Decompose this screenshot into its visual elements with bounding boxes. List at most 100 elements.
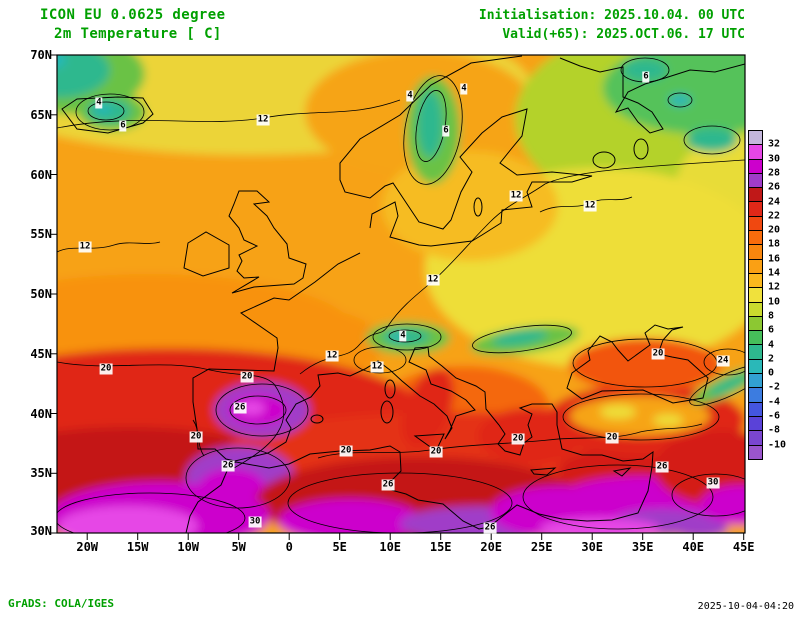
contour-label: 4	[399, 330, 407, 342]
lat-tick-label: 70N	[30, 48, 52, 62]
lat-tick-label: 45N	[30, 346, 52, 361]
colorbar-tick-label: 32	[768, 138, 781, 150]
contour-label: 6	[642, 71, 650, 83]
colorbar-tick-label: 26	[768, 181, 781, 193]
colorbar-segment	[749, 402, 762, 417]
contour-label: 20	[605, 432, 619, 444]
lon-tick-label: 20E	[480, 540, 503, 554]
contour-label: 4	[95, 97, 103, 109]
model-title: ICON EU 0.0625 degree	[40, 7, 226, 23]
lat-tick-label: 60N	[30, 167, 52, 182]
grads-credit: GrADS: COLA/IGES	[8, 597, 114, 610]
colorbar-segment	[749, 145, 762, 160]
contour-label: 26	[381, 479, 395, 491]
contour-label: 12	[325, 350, 339, 362]
colorbar-tick-label: -6	[768, 410, 781, 422]
lon-tick-label: 35E	[631, 540, 654, 554]
lon-tick-label: 0	[285, 540, 293, 554]
contour-label: 20	[511, 433, 525, 445]
contour-label: 12	[583, 200, 597, 212]
contour-label: 26	[655, 461, 669, 473]
colorbar-segment	[749, 302, 762, 317]
colorbar-segment	[749, 416, 762, 432]
contour-label: 6	[442, 125, 450, 137]
contour-label: 20	[651, 348, 665, 360]
lat-tick-label: 55N	[30, 227, 52, 242]
contour-label: 26	[483, 522, 497, 534]
contour-label: 20	[189, 431, 203, 443]
colorbar-segment	[749, 259, 762, 274]
colorbar-tick-label: -2	[768, 381, 781, 393]
colorbar-segment	[749, 202, 762, 217]
lat-tick-label: 35N	[30, 466, 52, 481]
lon-tick-label: 40E	[682, 540, 705, 554]
colorbar-segment	[749, 216, 762, 232]
contour-label: 24	[716, 355, 730, 367]
contour-label: 30	[706, 477, 720, 489]
colorbar-tick-label: -8	[768, 424, 781, 436]
colorbar-tick-label: 12	[768, 281, 781, 293]
contour-label: 20	[240, 371, 254, 383]
contour-label: 20	[429, 446, 443, 458]
colorbar-tick-label: -4	[768, 396, 781, 408]
colorbar-tick-label: 10	[768, 296, 781, 308]
contour-label: 30	[248, 516, 262, 528]
variable-title: 2m Temperature [ C]	[54, 26, 222, 42]
valid-time-label: Valid(+65): 2025.OCT.06. 17 UTC	[502, 27, 745, 42]
lon-tick-label: 30E	[581, 540, 604, 554]
lon-tick-label: 5W	[231, 540, 246, 554]
colorbar-segment	[749, 331, 762, 346]
colorbar-tick-label: 28	[768, 167, 781, 179]
contour-label: 12	[256, 114, 270, 126]
lat-tick-label: 30N	[30, 524, 52, 538]
contour-label: 20	[99, 363, 113, 375]
colorbar-segment	[749, 388, 762, 403]
creation-timestamp: 2025-10-04-04:20	[697, 601, 794, 612]
contour-label: 26	[233, 402, 247, 414]
lat-tick-label: 50N	[30, 287, 52, 301]
colorbar-tick-label: 24	[768, 196, 781, 207]
contour-label: 12	[370, 361, 384, 373]
colorbar-tick-label: 4	[768, 339, 775, 350]
lon-tick-label: 45E	[732, 540, 755, 554]
lon-tick-label: 20W	[76, 540, 99, 554]
colorbar-segment	[749, 188, 762, 203]
colorbar-segment	[749, 288, 762, 303]
lon-tick-label: 10E	[379, 540, 402, 554]
contour-label: 12	[78, 241, 92, 253]
colorbar-segment	[749, 245, 762, 260]
colorbar-tick-label: 6	[768, 324, 775, 336]
colorbar-tick-label: 18	[768, 238, 781, 250]
colorbar-segment	[749, 431, 762, 446]
axis-ticks	[50, 54, 745, 540]
temperature-colorbar	[748, 130, 763, 460]
contour-label: 20	[339, 445, 353, 457]
colorbar-segment	[749, 173, 762, 189]
colorbar-segment	[749, 159, 762, 174]
lon-tick-label: 15E	[429, 540, 452, 554]
colorbar-segment	[749, 359, 762, 375]
colorbar-segment	[749, 345, 762, 360]
colorbar-segment	[749, 316, 762, 332]
contour-label: 12	[426, 274, 440, 286]
coastlines	[61, 55, 745, 533]
lon-tick-label: 15W	[126, 540, 149, 554]
contour-label: 6	[119, 120, 127, 132]
colorbar-segment	[749, 231, 762, 246]
colorbar-tick-label: 20	[768, 224, 781, 236]
colorbar-tick-label: 8	[768, 310, 775, 322]
colorbar-segment	[749, 131, 762, 146]
colorbar-tick-label: 22	[768, 210, 781, 222]
colorbar-tick-label: 14	[768, 267, 781, 279]
colorbar-segment	[749, 445, 762, 459]
colorbar-tick-label: 30	[768, 153, 781, 165]
contour-label: 26	[221, 460, 235, 472]
colorbar-tick-label: 16	[768, 253, 781, 265]
contour-label: 12	[509, 190, 523, 202]
lat-tick-label: 40N	[30, 406, 52, 421]
colorbar-tick-label: 0	[768, 367, 775, 379]
lon-tick-label: 10W	[177, 540, 200, 554]
colorbar-segment	[749, 273, 762, 289]
